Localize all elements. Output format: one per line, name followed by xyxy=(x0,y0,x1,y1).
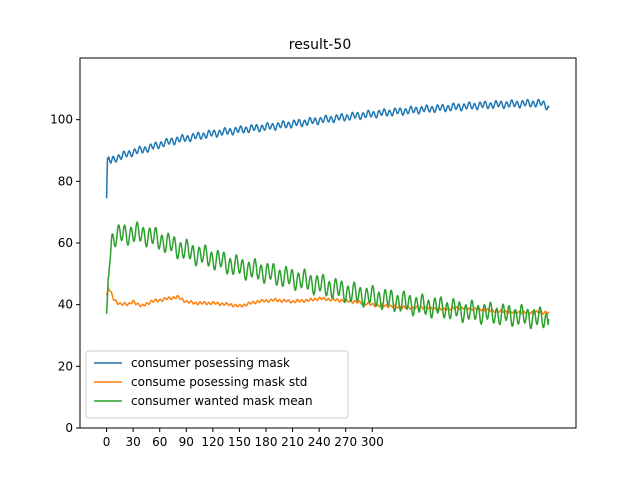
legend: consumer posessing mask consume posessing… xyxy=(85,350,349,419)
y-tick-label: 100 xyxy=(50,113,73,127)
x-tick-label: 90 xyxy=(179,435,194,449)
x-tick-label: 150 xyxy=(228,435,251,449)
legend-label: consumer posessing mask xyxy=(131,356,290,370)
y-tick-label: 0 xyxy=(65,421,73,435)
plot-area-frame xyxy=(79,57,577,429)
x-tick-label: 0 xyxy=(103,435,111,449)
series-line xyxy=(105,221,550,330)
x-tick-label: 270 xyxy=(334,435,357,449)
y-tick-label: 60 xyxy=(58,236,73,250)
y-tick-label: 20 xyxy=(58,359,73,373)
chart-title: result-50 xyxy=(289,37,351,53)
x-tick-label: 180 xyxy=(255,435,278,449)
x-tick-label: 60 xyxy=(152,435,167,449)
legend-label: consumer wanted mask mean xyxy=(131,394,313,408)
legend-box xyxy=(85,350,349,419)
x-tick-label: 300 xyxy=(361,435,384,449)
x-tick-label: 240 xyxy=(308,435,331,449)
y-tick-label: 80 xyxy=(58,174,73,188)
x-tick-label: 30 xyxy=(126,435,141,449)
legend-label: consume posessing mask std xyxy=(131,375,307,389)
series-lines xyxy=(105,98,550,330)
series-line xyxy=(105,98,550,199)
x-tick-label: 120 xyxy=(201,435,224,449)
y-tick-label: 40 xyxy=(58,298,73,312)
x-tick-label: 210 xyxy=(281,435,304,449)
series-line xyxy=(105,286,550,315)
